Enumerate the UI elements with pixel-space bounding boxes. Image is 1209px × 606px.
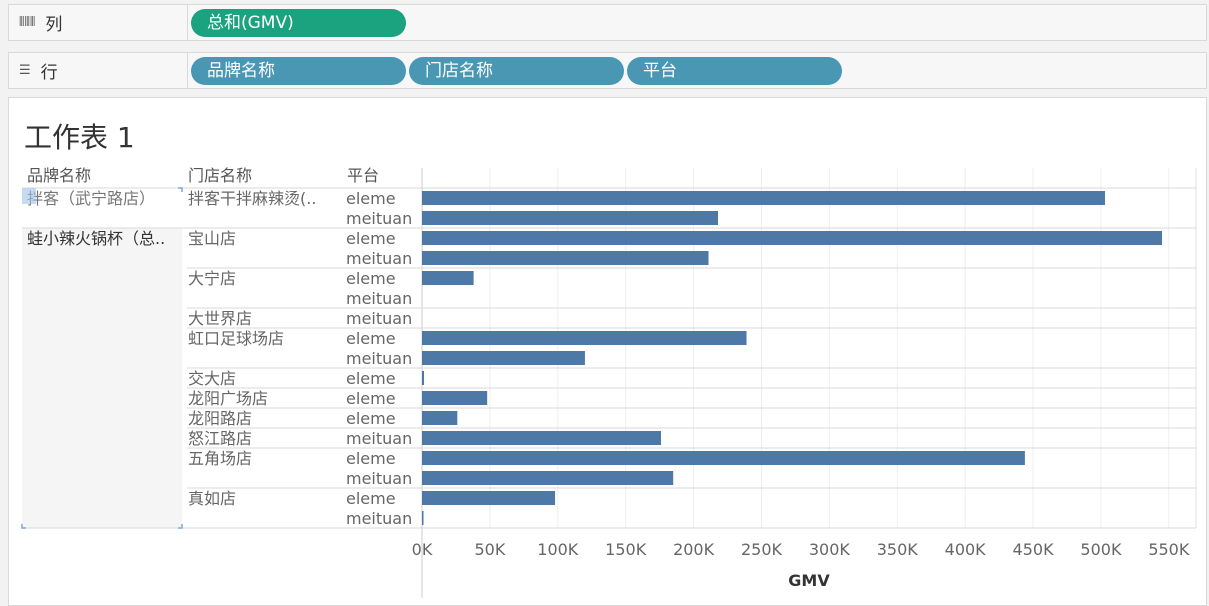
- gmv-bar: [422, 231, 1163, 245]
- store-label: 龙阳路店: [188, 409, 252, 428]
- brand-cell-highlight: [22, 228, 182, 528]
- store-label: 虹口足球场店: [188, 329, 284, 348]
- gmv-bar: [422, 411, 458, 425]
- selection-corner: [178, 187, 183, 192]
- gmv-sum-pill[interactable]: 总和(GMV): [191, 9, 406, 37]
- gmv-bar: [422, 491, 556, 505]
- x-tick-label: 0K: [412, 540, 433, 559]
- selection-mark: [22, 188, 36, 204]
- store-label: 大宁店: [188, 269, 236, 288]
- columns-shelf-label: ⫴⫴⫴ 列: [9, 5, 188, 40]
- columns-shelf: ⫴⫴⫴ 列 总和(GMV): [8, 4, 1207, 41]
- platform-label: meituan: [346, 509, 412, 528]
- platform-label: eleme: [346, 409, 396, 428]
- store-label: 真如店: [188, 489, 236, 508]
- platform-label: meituan: [346, 309, 412, 328]
- row-header-1: 门店名称: [188, 166, 252, 185]
- x-tick-label: 550K: [1148, 540, 1190, 559]
- gmv-bar: [422, 471, 674, 485]
- platform-label: eleme: [346, 489, 396, 508]
- gmv-bar: [422, 371, 425, 385]
- brand-label: 拌客（武宁路店）: [27, 189, 155, 208]
- store-label: 宝山店: [188, 229, 236, 248]
- store-label: 拌客干拌麻辣烫(..: [188, 189, 316, 208]
- platform-label: eleme: [346, 369, 396, 388]
- row-header-0: 品牌名称: [27, 166, 91, 185]
- rows-shelf-label: ☰ 行: [9, 53, 188, 88]
- column-icon: ⫴⫴⫴: [19, 15, 36, 30]
- gmv-bar: [422, 351, 585, 365]
- rows-shelf-text: 行: [40, 63, 58, 83]
- platform-label: meituan: [346, 209, 412, 228]
- platform-label: eleme: [346, 449, 396, 468]
- gmv-bar: [422, 431, 661, 445]
- platform-label: meituan: [346, 349, 412, 368]
- x-axis-title: GMV: [788, 571, 830, 590]
- x-tick-label: 500K: [1080, 540, 1122, 559]
- platform-pill[interactable]: 平台: [627, 57, 842, 85]
- platform-label: meituan: [346, 249, 412, 268]
- platform-label: meituan: [346, 469, 412, 488]
- selection-corner: [21, 524, 26, 529]
- x-tick-label: 450K: [1013, 540, 1055, 559]
- selection-corner: [178, 524, 183, 529]
- gmv-bar: [422, 191, 1106, 205]
- platform-label: eleme: [346, 229, 396, 248]
- sheet-title: 工作表 1: [24, 121, 135, 154]
- x-tick-label: 100K: [537, 540, 579, 559]
- gmv-bar: [422, 331, 747, 345]
- store-label: 大世界店: [188, 309, 252, 328]
- store-label: 龙阳广场店: [188, 389, 268, 408]
- rows-shelf: ☰ 行 品牌名称 门店名称 平台: [8, 52, 1207, 89]
- x-tick-label: 50K: [474, 540, 505, 559]
- brand-name-pill[interactable]: 品牌名称: [191, 57, 406, 85]
- store-name-pill[interactable]: 门店名称: [409, 57, 624, 85]
- platform-label: meituan: [346, 429, 412, 448]
- brand-label: 蛙小辣火锅杯（总..: [27, 229, 165, 248]
- gmv-bar: [422, 251, 709, 265]
- x-tick-label: 200K: [673, 540, 715, 559]
- bar-chart: 品牌名称 门店名称 平台elememeituan拌客干拌麻辣烫(..拌客（武宁路店）…: [21, 166, 1197, 598]
- row-header-2: 平台: [347, 166, 379, 185]
- platform-label: eleme: [346, 189, 396, 208]
- gmv-bar: [422, 511, 424, 525]
- platform-label: meituan: [346, 289, 412, 308]
- x-tick-label: 250K: [741, 540, 783, 559]
- columns-shelf-text: 列: [45, 15, 63, 35]
- platform-label: eleme: [346, 389, 396, 408]
- gmv-bar: [422, 211, 719, 225]
- x-tick-label: 400K: [945, 540, 987, 559]
- x-tick-label: 150K: [605, 540, 647, 559]
- gmv-bar: [422, 271, 474, 285]
- gmv-bar: [422, 451, 1025, 465]
- worksheet: 工作表 1 品牌名称 门店名称 平台 eleme meituan 拌客干拌麻辣烫(.. 拌客…: [8, 97, 1207, 606]
- platform-label: eleme: [346, 329, 396, 348]
- x-tick-label: 350K: [877, 540, 919, 559]
- rows-icon: ☰: [19, 63, 31, 78]
- store-label: 怒江路店: [188, 429, 252, 448]
- store-label: 交大店: [188, 369, 236, 388]
- x-tick-label: 300K: [809, 540, 851, 559]
- gmv-bar: [422, 391, 488, 405]
- platform-label: eleme: [346, 269, 396, 288]
- store-label: 五角场店: [188, 449, 252, 468]
